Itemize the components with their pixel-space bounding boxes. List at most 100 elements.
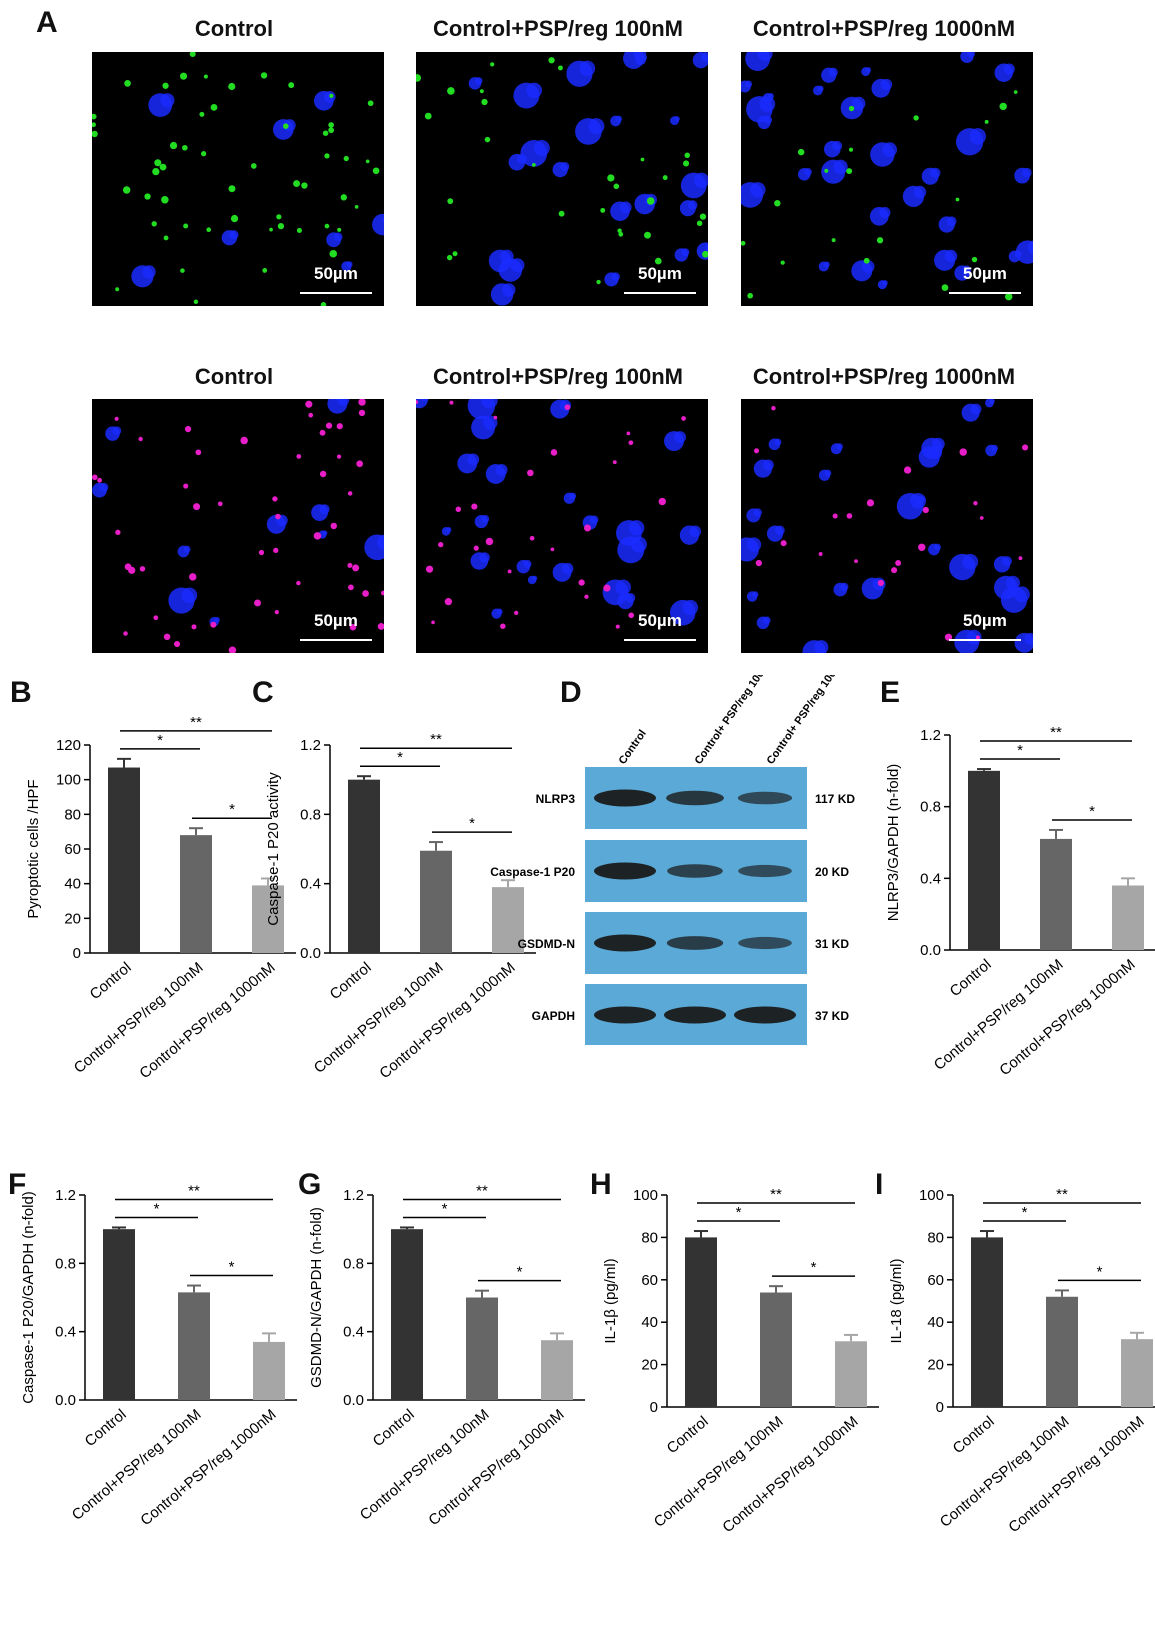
nucleus-cell	[160, 93, 175, 108]
bar	[685, 1237, 717, 1407]
stained-spot	[200, 151, 207, 157]
stained-spot	[380, 590, 384, 596]
nucleus-cell	[615, 115, 623, 123]
stained-spot	[115, 529, 121, 536]
x-tick-label: Control+PSP/reg 100nM	[311, 959, 447, 1077]
scale-bar	[949, 292, 1021, 294]
bar	[420, 850, 452, 953]
blot-band	[667, 864, 723, 878]
nucleus-cell	[744, 80, 753, 88]
panel-label-i: I	[875, 1168, 884, 1201]
blot-size-label: 31 KD	[815, 937, 849, 951]
stained-spot	[163, 235, 169, 241]
stained-spot	[848, 105, 855, 112]
bar	[968, 770, 1000, 950]
nucleus-cell	[944, 249, 958, 263]
y-axis-label: IL-18 (pg/ml)	[888, 1258, 905, 1343]
nucleus-cell	[495, 464, 508, 476]
y-axis-label: GSDMD-N/GAPDH (n-fold)	[308, 1207, 325, 1388]
y-tick-label: 40	[641, 1314, 658, 1331]
stained-spot	[217, 501, 223, 507]
nucleus-cell	[879, 206, 891, 219]
stained-spot	[347, 491, 353, 496]
nucleus-cell	[229, 230, 239, 240]
stained-spot	[640, 157, 645, 162]
significance-label: *	[1089, 803, 1095, 820]
stained-spot	[876, 237, 884, 244]
stained-spot	[979, 516, 984, 520]
stained-spot	[493, 415, 498, 420]
stained-spot	[296, 227, 302, 233]
y-axis-label: NLRP3/GAPDH (n-fold)	[885, 764, 902, 922]
bar	[1121, 1339, 1153, 1407]
scale-bar	[949, 639, 1021, 641]
y-tick-label: 0.4	[343, 1324, 364, 1341]
stained-spot	[473, 545, 479, 551]
stained-spot	[596, 279, 601, 285]
y-tick-label: 0.0	[920, 942, 941, 959]
bar-chart-il1b: 0 20 40 60 80 100 IL-1β (pg/ml) ControlControl+…	[602, 1186, 879, 1536]
y-tick-label: 20	[64, 910, 81, 927]
stained-spot	[479, 89, 484, 94]
stained-spot	[973, 501, 978, 506]
stained-spot	[115, 287, 120, 292]
bar	[1046, 1296, 1078, 1407]
stained-spot	[372, 167, 380, 175]
bar	[971, 1237, 1003, 1407]
nucleus-cell	[681, 248, 690, 257]
nucleus-cell	[633, 52, 647, 61]
stained-spot	[308, 412, 314, 418]
stained-spot	[529, 535, 535, 541]
nucleus-cell	[416, 399, 429, 409]
stained-spot	[138, 436, 143, 442]
y-tick-label: 80	[64, 806, 81, 823]
nucleus-cell	[496, 608, 503, 615]
stained-spot	[195, 449, 202, 456]
nucleus-cell	[969, 128, 986, 145]
x-tick-label: Control+PSP/reg 100nM	[937, 1413, 1073, 1531]
stained-spot	[128, 566, 136, 574]
blot-lane-label: Control+ PSP/reg 1000nM	[765, 675, 852, 767]
y-axis-label: Caspase-1 P20/GAPDH (n-fold)	[20, 1191, 37, 1404]
stained-spot	[320, 302, 327, 306]
stained-spot	[922, 506, 929, 514]
stained-spot	[866, 499, 875, 507]
stained-spot	[863, 257, 870, 264]
micrograph-magenta-1000nm: 50µm	[741, 399, 1033, 653]
y-tick-label: 60	[64, 841, 81, 858]
nucleus-cell	[510, 258, 525, 273]
stained-spot	[699, 213, 707, 220]
nucleus-cell	[828, 67, 838, 77]
nucleus-cell	[930, 167, 941, 178]
stained-spot	[275, 513, 281, 520]
y-tick-label: 20	[641, 1357, 658, 1374]
stained-spot	[612, 460, 617, 465]
stained-spot	[240, 436, 248, 445]
nucleus-cell	[183, 545, 191, 553]
stained-spot	[999, 102, 1007, 111]
stained-spot	[832, 513, 838, 519]
nucleus-cell	[962, 553, 979, 570]
nucleus-cell	[1014, 586, 1030, 603]
stained-spot	[490, 62, 495, 67]
stained-spot	[444, 598, 453, 606]
micrograph-green-control: 50µm	[92, 52, 384, 306]
stained-spot	[617, 228, 622, 233]
stained-spot	[319, 429, 326, 436]
bar	[1112, 885, 1144, 950]
y-axis-label: IL-1β (pg/ml)	[602, 1258, 619, 1343]
scale-bar-label: 50µm	[638, 611, 682, 630]
nucleus-cell	[533, 139, 550, 157]
stained-spot	[191, 624, 197, 630]
y-tick-label: 40	[927, 1314, 944, 1331]
y-tick-label: 0	[650, 1399, 658, 1416]
stained-spot	[1022, 444, 1029, 451]
y-tick-label: 0.8	[55, 1255, 76, 1272]
y-tick-label: 100	[633, 1187, 658, 1204]
stained-spot	[189, 573, 197, 581]
panel-label-h: H	[590, 1168, 612, 1201]
stained-spot	[895, 560, 902, 566]
nucleus-cell	[588, 118, 605, 135]
nucleus-cell	[479, 552, 490, 563]
